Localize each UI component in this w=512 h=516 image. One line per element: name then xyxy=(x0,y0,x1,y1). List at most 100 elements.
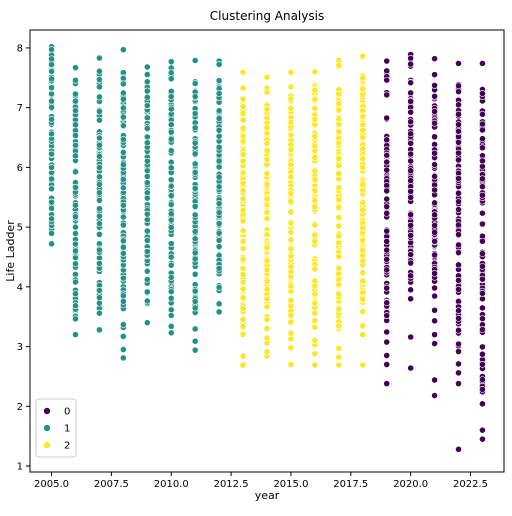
data-point xyxy=(383,209,391,217)
data-point xyxy=(455,82,462,90)
data-point xyxy=(239,316,247,323)
data-point xyxy=(383,312,391,319)
data-point xyxy=(239,206,247,214)
data-point xyxy=(191,235,199,243)
data-point xyxy=(407,177,415,184)
data-point xyxy=(335,139,343,147)
data-point xyxy=(479,144,486,152)
data-point xyxy=(335,184,343,192)
data-point xyxy=(215,243,223,251)
data-point xyxy=(96,141,103,149)
data-point xyxy=(335,170,343,178)
data-point xyxy=(239,84,247,92)
data-point xyxy=(119,113,127,121)
data-point xyxy=(335,155,343,163)
data-point xyxy=(143,237,151,244)
data-point xyxy=(431,161,438,168)
data-point xyxy=(167,69,175,77)
data-point xyxy=(455,221,462,229)
data-point xyxy=(431,173,438,180)
data-point xyxy=(167,329,175,337)
data-point xyxy=(96,93,103,101)
data-point xyxy=(72,97,79,105)
data-point xyxy=(311,290,319,298)
data-point xyxy=(479,289,486,297)
data-point xyxy=(431,108,438,115)
data-point xyxy=(263,208,271,216)
data-point xyxy=(143,297,151,305)
data-point xyxy=(455,101,462,109)
data-point xyxy=(455,189,462,197)
data-point xyxy=(239,227,247,235)
data-point xyxy=(239,124,247,132)
data-point xyxy=(383,361,391,368)
data-point xyxy=(479,426,486,434)
data-point xyxy=(239,150,247,158)
data-point xyxy=(72,107,79,115)
data-point xyxy=(287,329,295,337)
data-point xyxy=(311,154,319,161)
data-point xyxy=(479,157,486,165)
data-point xyxy=(263,266,271,274)
data-point xyxy=(191,203,199,210)
data-point xyxy=(479,237,486,245)
data-point xyxy=(239,265,247,272)
data-point xyxy=(167,216,175,224)
data-point xyxy=(72,260,79,268)
data-point xyxy=(431,270,438,277)
data-point xyxy=(335,264,343,272)
data-point xyxy=(215,107,223,115)
data-point xyxy=(263,277,271,285)
data-point xyxy=(383,266,391,274)
data-point xyxy=(431,228,438,236)
data-point xyxy=(119,221,127,229)
data-point xyxy=(167,164,175,172)
data-point xyxy=(359,331,367,339)
data-point xyxy=(407,167,415,175)
data-point xyxy=(48,115,55,123)
data-point xyxy=(143,210,151,218)
data-point xyxy=(263,105,271,113)
data-point xyxy=(167,294,175,302)
data-point xyxy=(359,145,367,153)
data-point xyxy=(407,157,415,165)
data-point xyxy=(191,169,199,176)
data-point xyxy=(359,113,367,120)
data-point xyxy=(239,169,247,177)
data-point xyxy=(263,244,271,251)
data-point xyxy=(383,187,391,195)
data-point xyxy=(239,323,247,330)
data-point xyxy=(455,380,462,387)
data-point xyxy=(407,130,415,138)
data-point xyxy=(96,54,103,62)
data-point xyxy=(119,95,127,103)
series-2 xyxy=(239,52,367,369)
data-point xyxy=(431,331,438,339)
x-tick-label: 2022.5 xyxy=(453,479,488,490)
data-point xyxy=(311,221,319,229)
data-point xyxy=(239,245,247,252)
data-point xyxy=(479,376,486,384)
data-point xyxy=(96,173,103,181)
data-point xyxy=(263,215,271,222)
data-point xyxy=(215,61,223,68)
data-point xyxy=(359,269,367,277)
data-point xyxy=(191,325,199,333)
data-point xyxy=(407,286,415,294)
data-point xyxy=(119,104,127,112)
data-point xyxy=(455,175,462,182)
plot-frame xyxy=(29,29,505,473)
data-point xyxy=(479,120,486,128)
data-point xyxy=(167,182,175,190)
data-point xyxy=(263,295,271,303)
data-point xyxy=(263,334,271,342)
data-point xyxy=(407,333,415,341)
data-point xyxy=(407,54,415,62)
data-point xyxy=(455,127,462,135)
data-point xyxy=(119,250,127,257)
y-tick-label: 7 xyxy=(17,103,23,114)
data-point xyxy=(119,292,127,300)
data-point xyxy=(479,385,486,393)
legend-label: 0 xyxy=(64,407,70,418)
data-point xyxy=(287,104,295,112)
